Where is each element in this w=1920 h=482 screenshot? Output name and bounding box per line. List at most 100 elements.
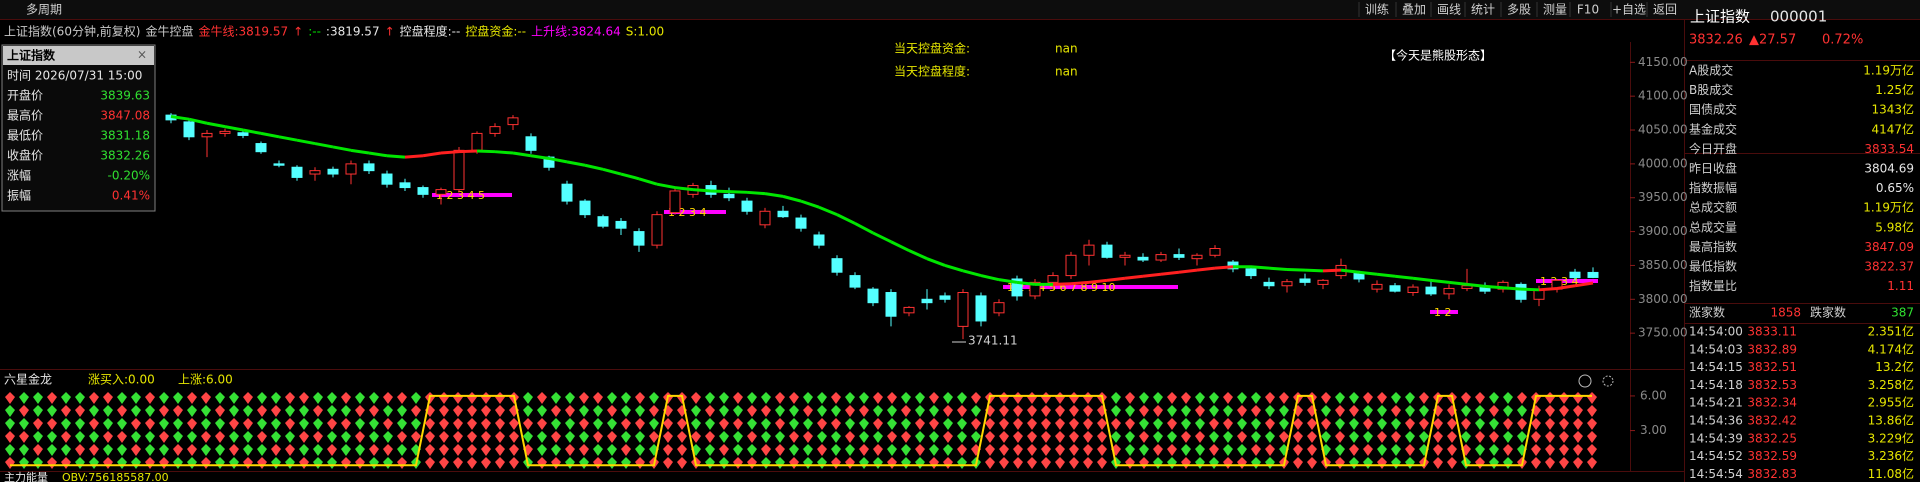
signal-diamond	[831, 418, 841, 430]
candle-body	[795, 217, 807, 229]
signal-diamond	[1433, 457, 1443, 469]
toolbar-button[interactable]: 返回	[1653, 3, 1677, 17]
signal-diamond	[397, 431, 407, 443]
trend-line-segment	[242, 128, 262, 135]
close-indicator[interactable]	[1578, 374, 1592, 388]
signal-diamond	[5, 405, 15, 417]
signal-diamond	[467, 418, 477, 430]
signal-diamond	[789, 444, 799, 456]
candle-body	[1569, 271, 1581, 279]
indicator-settings[interactable]	[1602, 375, 1614, 387]
signal-diamond	[495, 405, 505, 417]
candle-body	[1587, 271, 1599, 278]
candle-body	[777, 210, 789, 218]
signal-diamond	[61, 444, 71, 456]
price-tick-label: 3950.00	[1638, 190, 1688, 204]
signal-diamond	[775, 444, 785, 456]
signal-diamond	[929, 431, 939, 443]
signal-diamond	[1153, 392, 1163, 404]
signal-diamond	[1069, 457, 1079, 469]
signal-diamond	[369, 418, 379, 430]
tab-multi-period[interactable]: 多周期	[26, 3, 62, 17]
info-box-header	[3, 46, 154, 65]
signal-diamond	[789, 405, 799, 417]
signal-diamond	[719, 392, 729, 404]
trend-line-segment	[1052, 282, 1072, 286]
signal-diamond	[1083, 405, 1093, 417]
signal-diamond	[1265, 431, 1275, 443]
signal-diamond	[1573, 444, 1583, 456]
stat-value: 5.98亿	[1875, 219, 1914, 234]
signal-diamond	[243, 418, 253, 430]
signal-diamond	[663, 418, 673, 430]
toolbar-button[interactable]: 叠加	[1402, 3, 1426, 17]
signal-diamond	[159, 431, 169, 443]
stat-label: 昨日收盘	[1689, 161, 1737, 176]
tick-time: 14:54:03	[1689, 342, 1743, 356]
signal-diamond	[1195, 431, 1205, 443]
signal-diamond	[1349, 457, 1359, 469]
signal-diamond	[425, 457, 435, 469]
signal-diamond	[1475, 431, 1485, 443]
signal-diamond	[551, 392, 561, 404]
signal-diamond	[481, 444, 491, 456]
signal-diamond	[873, 444, 883, 456]
signal-diamond	[1587, 431, 1597, 443]
info-bar-item: 控盘程度:--	[400, 24, 461, 39]
signal-diamond	[341, 392, 351, 404]
toolbar-button[interactable]: 多股	[1507, 3, 1531, 17]
trend-line-segment	[1196, 266, 1216, 272]
signal-diamond	[229, 392, 239, 404]
signal-diamond	[719, 444, 729, 456]
info-box-label: 最低价	[7, 129, 43, 143]
signal-diamond	[1461, 392, 1471, 404]
trend-line-segment	[764, 192, 784, 198]
signal-diamond	[243, 405, 253, 417]
signal-diamond	[1321, 431, 1331, 443]
signal-diamond	[1069, 418, 1079, 430]
signal-diamond	[621, 392, 631, 404]
signal-diamond	[215, 405, 225, 417]
signal-diamond	[943, 392, 953, 404]
candle-body	[1047, 275, 1059, 283]
signal-diamond	[1517, 418, 1527, 430]
signal-diamond	[19, 431, 29, 443]
signal-diamond	[1503, 431, 1513, 443]
signal-diamond	[1013, 431, 1023, 443]
signal-diamond	[1475, 457, 1485, 469]
signal-diamond	[971, 418, 981, 430]
signal-diamond	[285, 457, 295, 469]
info-box-title: 上证指数	[7, 48, 56, 63]
candle-body	[957, 292, 969, 327]
signal-diamond	[1503, 444, 1513, 456]
toolbar-button[interactable]: 测量	[1543, 3, 1567, 17]
signal-diamond	[845, 431, 855, 443]
toolbar-button[interactable]: +自选	[1612, 3, 1646, 17]
signal-diamond	[453, 457, 463, 469]
info-bar-item: 上证指数(60分钟,前复权)	[4, 24, 140, 39]
toolbar-button[interactable]: 统计	[1471, 3, 1495, 17]
candle-body	[201, 132, 213, 138]
toolbar-button[interactable]: F10	[1577, 3, 1599, 17]
candle-body	[903, 306, 915, 314]
stat-value: 1.25亿	[1875, 82, 1914, 97]
overlay-value: nan	[1055, 65, 1078, 79]
signal-diamond	[299, 457, 309, 469]
candle-body	[255, 143, 267, 153]
sequence-bar	[1536, 279, 1598, 283]
toolbar-button[interactable]: 训练	[1365, 2, 1389, 17]
signal-diamond	[775, 392, 785, 404]
signal-diamond	[1237, 457, 1247, 469]
stat-label: 总成交量	[1689, 219, 1737, 234]
signal-diamond	[187, 457, 197, 469]
signal-diamond	[943, 418, 953, 430]
close-icon[interactable]: ×	[137, 48, 147, 62]
signal-diamond	[1223, 418, 1233, 430]
signal-diamond	[1209, 444, 1219, 456]
toolbar-button[interactable]: 画线	[1437, 3, 1461, 17]
signal-diamond	[551, 457, 561, 469]
signal-diamond	[313, 431, 323, 443]
candle-body	[399, 182, 411, 189]
signal-diamond	[355, 457, 365, 469]
trend-line-segment	[1286, 268, 1306, 272]
